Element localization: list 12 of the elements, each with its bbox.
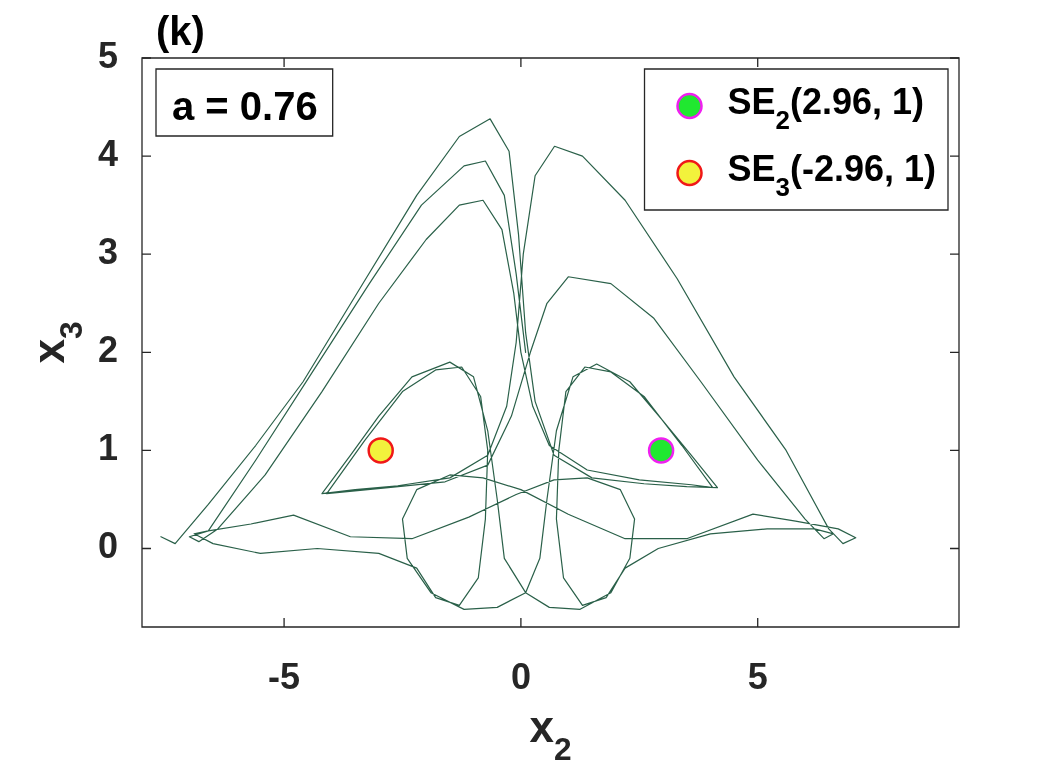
y-tick-label: 5 [97,34,118,76]
x-tick-label: 0 [510,655,531,697]
x-tick-label: -5 [268,655,301,697]
x-tick-label: 5 [747,655,768,697]
y-axis-title: x3 [24,321,90,364]
annotation: a = 0.76 [172,84,318,128]
y-tick-label: 1 [97,427,118,469]
y-tick-label: 2 [97,329,118,371]
y-tick-label: 3 [97,231,118,273]
y-tick-label: 4 [97,133,118,175]
chart-title: (k) [156,9,205,53]
y-tick-label: 0 [97,525,118,567]
